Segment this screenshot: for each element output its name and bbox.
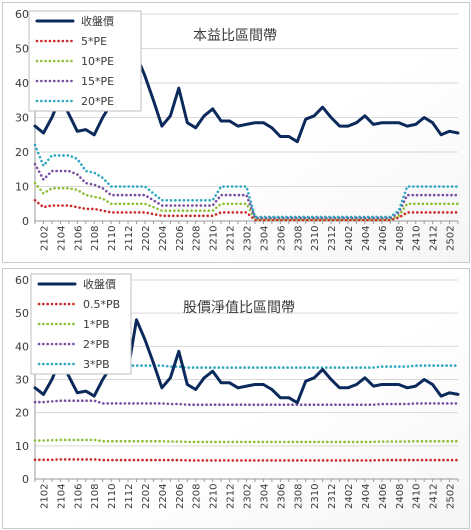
pb-x-tick-label: 2502 [446, 484, 457, 509]
pe-x-tick-label: 2210 [209, 226, 220, 251]
pe-series-line-0 [33, 53, 460, 144]
pe-x-tick-label: 2406 [378, 226, 389, 251]
pe-band-chart: 0 10 20 30 40 50 60 2102 2104 2106 2108 2110 2112 220… [2, 2, 470, 263]
pb-legend-label-3: 2*PB [83, 338, 110, 351]
pb-x-tick-label: 2310 [310, 484, 321, 509]
pb-y-tick-label: 50 [15, 307, 29, 320]
pb-legend-label-4: 3*PB [83, 358, 110, 371]
pe-y-tick-label: 40 [15, 77, 29, 90]
pb-x-tick-label: 2412 [429, 484, 440, 509]
pb-y-tick-label: 20 [15, 407, 29, 420]
pe-x-tick-label: 2108 [90, 226, 101, 251]
pe-x-tick-label: 2404 [361, 226, 372, 251]
pe-x-tick-label: 2304 [259, 226, 270, 251]
pe-x-tick-label: 2212 [226, 226, 237, 251]
pe-x-tick-label: 2412 [429, 226, 440, 251]
pe-y-tick-label: 10 [15, 181, 29, 194]
pb-y-tick-label: 10 [15, 440, 29, 453]
pb-chart-title: 股價淨值比區間帶 [183, 299, 295, 316]
pe-legend [28, 10, 142, 112]
pb-legend-label-2: 1*PB [83, 318, 110, 331]
pb-x-tick-label: 2206 [175, 484, 186, 509]
pb-series-line-1 [33, 458, 460, 462]
pb-x-tick-label: 2210 [209, 484, 220, 509]
pb-series-line-3 [33, 399, 460, 406]
pe-series-line-3 [33, 162, 460, 220]
pb-x-tick-label: 2406 [378, 484, 389, 509]
pb-x-tick-label: 2312 [327, 484, 338, 509]
pb-x-tick-label: 2410 [412, 484, 423, 509]
pe-y-tick-label: 60 [15, 8, 29, 21]
pb-band-chart: 0 10 20 30 40 50 60 2102 2104 2106 2108 2110 2112 220… [2, 268, 470, 529]
pe-x-tick-label: 2206 [175, 226, 186, 251]
pe-y-tick-label: 0 [22, 215, 29, 228]
pe-x-tick-label: 2502 [446, 226, 457, 251]
pe-x-tick-label: 2208 [192, 226, 203, 251]
pe-x-tick-label: 2106 [73, 226, 84, 251]
pe-x-tick-label: 2410 [412, 226, 423, 251]
pb-x-tick-label: 2404 [361, 484, 372, 509]
pb-x-tick-label: 2304 [259, 484, 270, 509]
pe-series-line-4 [33, 143, 460, 219]
pe-y-tick-label: 50 [15, 43, 29, 56]
pe-legend-label-3: 15*PE [81, 75, 114, 88]
pb-x-tick-label: 2302 [243, 484, 254, 509]
pe-y-tick-label: 30 [15, 112, 29, 125]
pb-x-tick-label: 2202 [141, 484, 152, 509]
pb-x-tick-label: 2306 [276, 484, 287, 509]
pe-y-tick-label: 20 [15, 146, 29, 159]
pe-x-tick-label: 2312 [327, 226, 338, 251]
pb-series-line-4 [33, 360, 460, 369]
pe-x-tick-label: 2308 [293, 226, 304, 251]
pe-x-tick-label: 2112 [124, 226, 135, 251]
pe-chart-title: 本益比區間帶 [193, 28, 277, 44]
pe-x-tick-label: 2306 [276, 226, 287, 251]
pb-y-tick-label: 60 [15, 274, 29, 287]
pe-x-tick-label: 2104 [56, 226, 67, 251]
pe-x-tick-label: 2310 [310, 226, 321, 251]
pb-y-tick-label: 0 [22, 473, 29, 486]
pb-x-tick-label: 2408 [395, 484, 406, 509]
pb-x-tick-label: 2106 [73, 484, 84, 509]
pb-x-tick-label: 2108 [90, 484, 101, 509]
pb-y-tick-label: 30 [15, 374, 29, 387]
pb-legend [30, 273, 132, 375]
pe-x-tick-label: 2302 [243, 226, 254, 251]
pb-x-tick-label: 2112 [124, 484, 135, 509]
pe-band-chart-svg: 0 10 20 30 40 50 60 2102 2104 2106 2108 2110 2112 220… [15, 8, 460, 251]
pb-x-tick-label: 2402 [344, 484, 355, 509]
pb-x-tick-label: 2102 [39, 484, 50, 509]
pe-x-tick-label: 2408 [395, 226, 406, 251]
pb-x-tick-label: 2104 [56, 484, 67, 509]
pe-x-tick-label: 2110 [107, 226, 118, 251]
pe-x-tick-label: 2102 [39, 226, 50, 251]
pb-y-tick-label: 40 [15, 340, 29, 353]
pb-x-tick-label: 2308 [293, 484, 304, 509]
pb-x-tick-label: 2204 [158, 484, 169, 509]
pe-legend-label-1: 5*PE [81, 35, 107, 48]
pb-x-tick-label: 2110 [107, 484, 118, 509]
pb-series-line-0 [33, 318, 460, 405]
pe-legend-label-2: 10*PE [81, 55, 114, 68]
pb-x-tick-label: 2212 [226, 484, 237, 509]
pb-band-chart-svg: 0 10 20 30 40 50 60 2102 2104 2106 2108 2110 2112 220… [15, 273, 460, 509]
pe-series-line-2 [33, 181, 460, 221]
pb-series-line-2 [33, 438, 460, 444]
pe-legend-label-4: 20*PE [81, 95, 114, 108]
pb-x-tick-label: 2208 [192, 484, 203, 509]
pb-legend-label-1: 0.5*PB [83, 298, 120, 311]
pe-x-tick-label: 2204 [158, 226, 169, 251]
pe-series-line-1 [33, 199, 460, 222]
pe-x-tick-label: 2202 [141, 226, 152, 251]
pe-x-tick-label: 2402 [344, 226, 355, 251]
pe-legend-label-0: 收盤價 [81, 14, 114, 28]
pb-legend-label-0: 收盤價 [83, 277, 116, 291]
